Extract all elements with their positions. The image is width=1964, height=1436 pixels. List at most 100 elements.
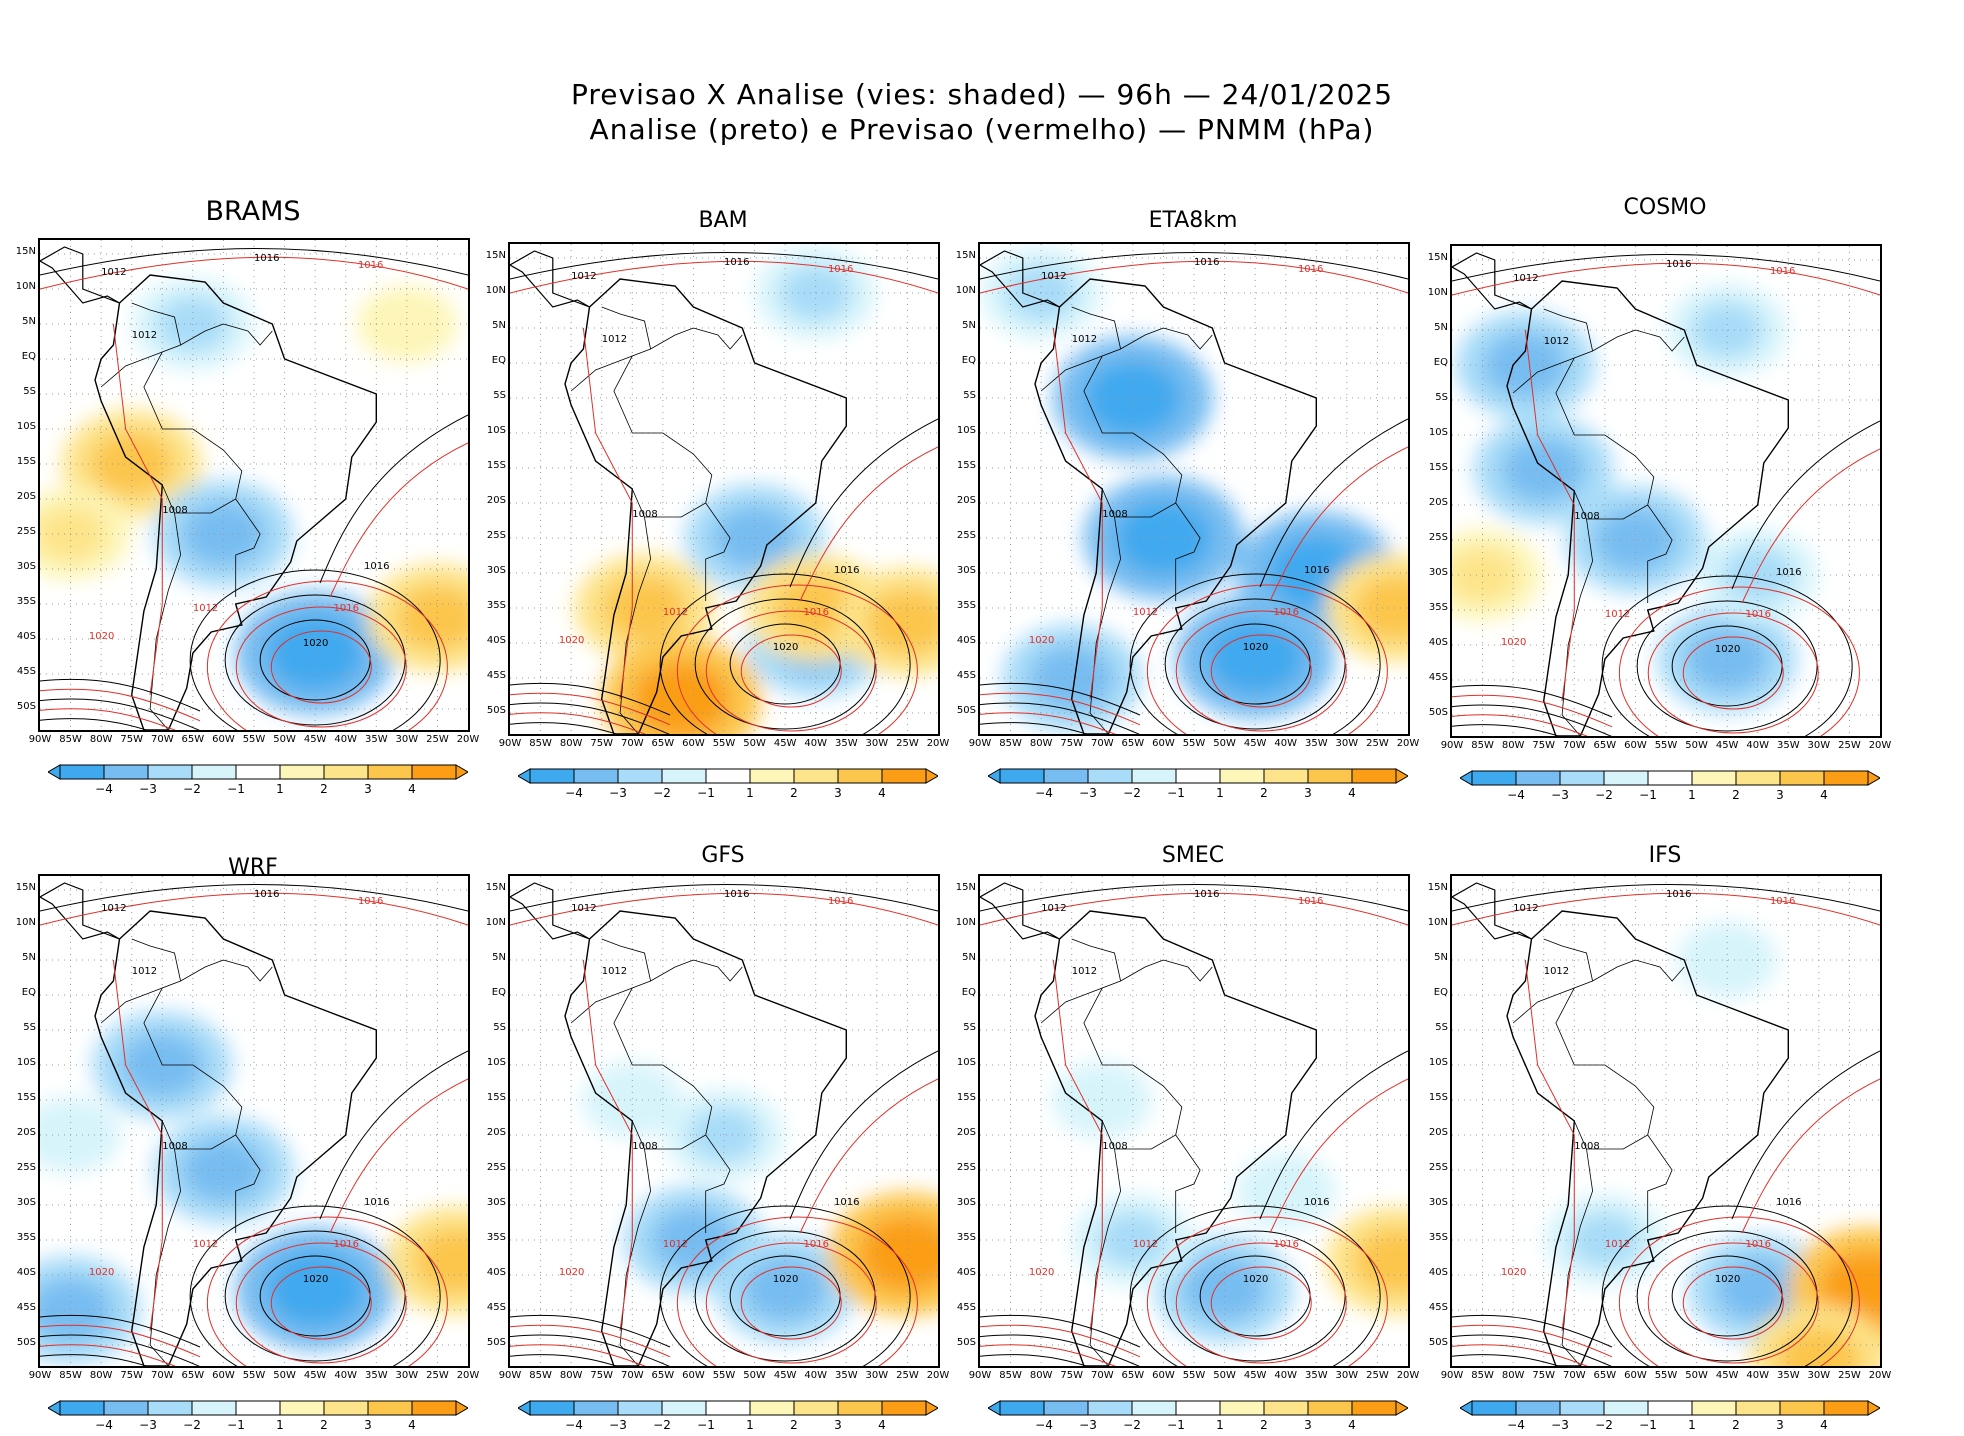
colorbar-segment: [749, 1400, 795, 1416]
isobar-label: 1012: [1133, 1239, 1158, 1250]
colorbar: [988, 768, 1408, 784]
colorbar-tick-label: −1: [227, 1418, 245, 1432]
lat-tick-label: 50S: [1428, 707, 1448, 718]
lon-tick-label: 25W: [1838, 1370, 1861, 1381]
bias-core: [1568, 1212, 1641, 1268]
lat-tick-label: 10S: [956, 425, 976, 436]
bias-map: 1012 1016 1016 1012 1008 1016 1020 1016 1020 1012: [38, 238, 470, 732]
lat-tick-label: 10S: [16, 1057, 36, 1068]
colorbar-tick-label: −4: [565, 1418, 583, 1432]
bias-core: [779, 265, 852, 321]
lat-tick-label: 15N: [1427, 252, 1448, 263]
forecast-isobar: [1618, 586, 1860, 736]
colorbar-segment: [1131, 1400, 1177, 1416]
lat-tick-label: 45S: [486, 1302, 506, 1313]
lon-tick-label: 55W: [1654, 1370, 1678, 1381]
isobar-label: 1016: [828, 264, 853, 275]
forecast-isobar: [705, 610, 877, 732]
country-border: [693, 327, 743, 350]
lat-tick-label: 15N: [485, 882, 506, 893]
colorbar-tick-label: 2: [1732, 788, 1740, 802]
forecast-isobar: [1175, 1242, 1347, 1364]
lat-tick-label: 15S: [486, 460, 506, 471]
country-border: [1647, 1134, 1673, 1233]
lon-tick-label: 85W: [1471, 1370, 1494, 1381]
forecast-isobar: [799, 1078, 938, 1234]
bias-core: [602, 1077, 663, 1123]
colorbar-segment: [617, 768, 663, 784]
bias-core: [1353, 1228, 1408, 1294]
lat-tick-label: 50S: [956, 705, 976, 716]
colorbar: [48, 1400, 468, 1416]
lon-tick-label: 90W: [498, 1370, 522, 1381]
lon-tick-label: 60W: [212, 1370, 235, 1381]
lon-tick-label: 20W: [926, 1370, 950, 1381]
colorbar-tick-label: −1: [227, 782, 245, 796]
forecast-isobar: [1452, 892, 1880, 926]
isobar-label: 1020: [1501, 1267, 1526, 1278]
isobar-label: 1008: [632, 509, 657, 520]
analysis-isobar: [189, 569, 441, 730]
analysis-isobar: [224, 594, 406, 726]
lat-tick-label: 5S: [1435, 392, 1448, 403]
forecast-isobar: [740, 1266, 842, 1340]
colorbar-segment: [529, 1400, 575, 1416]
colorbar-tick-label: −2: [1595, 788, 1613, 802]
colorbar-segment: [617, 1400, 663, 1416]
country-border: [705, 1134, 731, 1233]
lat-tick-label: 10S: [486, 1057, 506, 1068]
lon-tick-label: 45W: [1715, 740, 1739, 751]
lon-tick-label: 90W: [28, 734, 52, 745]
country-border: [1635, 959, 1685, 982]
isobar-label: 1012: [602, 966, 627, 977]
colorbar-segment: [1603, 770, 1649, 786]
isobar-label: 1016: [358, 260, 383, 271]
lon-tick-label: 30W: [1335, 738, 1359, 749]
isobar: [510, 1354, 619, 1366]
map-canvas: 1012 1016 1016 1012 1008 1016 1020 1016 1020 1012: [40, 240, 468, 730]
lat-tick-label: 25S: [486, 530, 506, 541]
colorbar-tick-label: −3: [1079, 786, 1097, 800]
lat-tick-label: 15N: [485, 250, 506, 261]
colorbar-tick-label: 3: [834, 786, 842, 800]
lat-tick-label: 30S: [486, 1197, 506, 1208]
colorbar-segment: [573, 1400, 619, 1416]
colorbar-tick-label: −3: [1551, 788, 1569, 802]
isobar-label: 1016: [1298, 264, 1323, 275]
isobar: [980, 712, 1117, 734]
forecast-isobar: [980, 260, 1408, 294]
lat-tick-label: 15S: [1428, 462, 1448, 473]
colorbar-segment: [147, 764, 193, 780]
panel-title: SMEC: [1161, 843, 1225, 868]
bias-map: 1012 1016 1016 1012 1008 1016 1020 1016 1020 1012: [978, 874, 1410, 1368]
analysis-isobar: [1259, 1050, 1408, 1220]
colorbar-segment: [235, 1400, 281, 1416]
colorbar-segment: [705, 1400, 751, 1416]
isobar: [510, 1324, 671, 1358]
forecast-isobar: [270, 1266, 372, 1340]
colorbar-segment: [1175, 1400, 1221, 1416]
lat-tick-label: 35S: [1428, 602, 1448, 613]
lon-tick-label: 40W: [804, 738, 828, 749]
lat-tick-label: 10S: [486, 425, 506, 436]
country-border: [693, 959, 743, 982]
forecast-isobar: [1741, 448, 1880, 604]
lat-tick-label: 15N: [1427, 882, 1448, 893]
forecast-isobar: [1146, 584, 1388, 734]
bias-core: [1096, 1212, 1169, 1268]
colorbar-segment: [1559, 770, 1605, 786]
lon-tick-label: 25W: [426, 734, 449, 745]
colorbar: [1460, 770, 1880, 786]
colorbar-arrow-left: [48, 764, 61, 780]
bias-core: [1483, 332, 1568, 398]
country-border: [1647, 504, 1673, 603]
colorbar-tick-label: 4: [408, 782, 416, 796]
lon-tick-label: 40W: [334, 734, 358, 745]
country-border: [100, 987, 163, 1024]
lat-tick-label: 10N: [15, 281, 36, 292]
lat-tick-label: 5N: [962, 952, 976, 963]
analysis-isobar: [1636, 600, 1818, 732]
isobar-label: 1016: [358, 896, 383, 907]
lon-tick-label: 70W: [1562, 1370, 1586, 1381]
colorbar-tick-label: −2: [183, 1418, 201, 1432]
